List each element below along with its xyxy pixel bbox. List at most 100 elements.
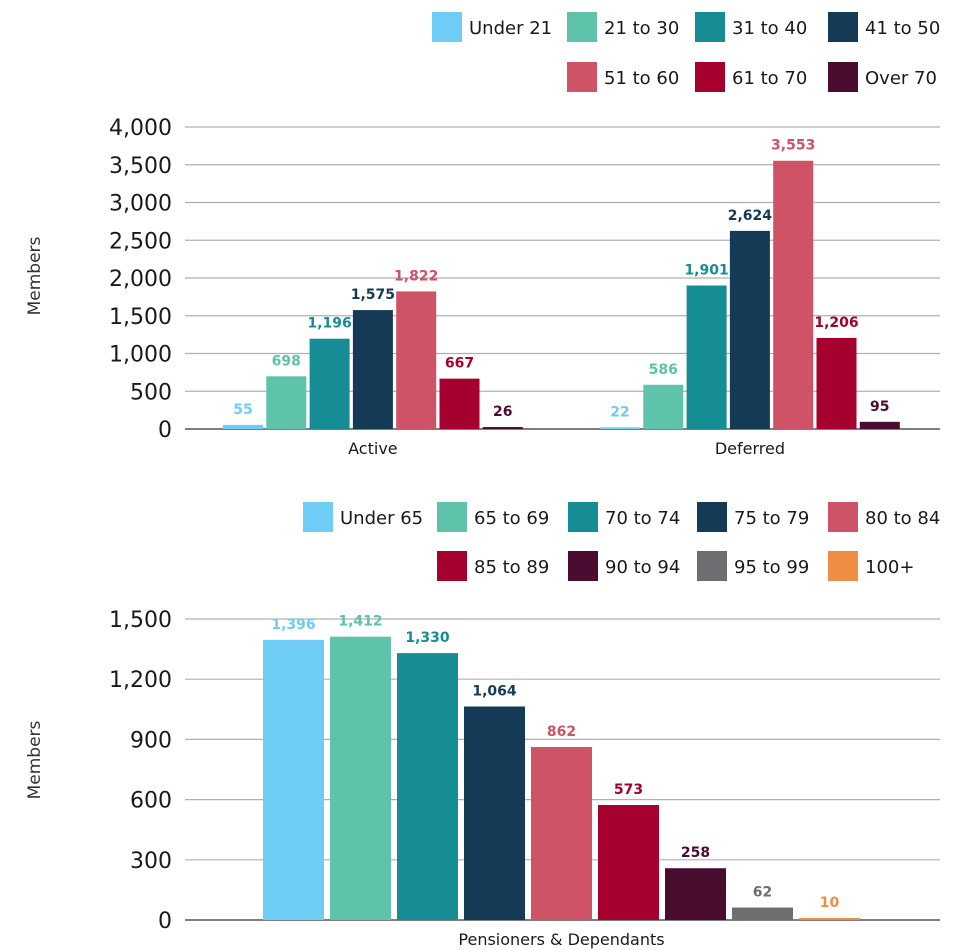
y-tick-label: 900 xyxy=(130,728,172,753)
bar-active-41-to-50 xyxy=(352,310,393,429)
legend-swatch-100 xyxy=(828,551,858,581)
legend-label: 85 to 89 xyxy=(474,557,549,578)
data-label: 586 xyxy=(649,362,678,378)
bar-deferred-31-to-40 xyxy=(686,285,727,429)
bar-pensioners-dependants-under-65 xyxy=(263,639,324,920)
legend-label: 95 to 99 xyxy=(734,557,809,578)
legend-swatch-70-to-74 xyxy=(568,502,598,532)
data-label: 1,396 xyxy=(271,617,315,633)
legend-label: 41 to 50 xyxy=(865,18,940,39)
y-tick-label: 1,200 xyxy=(109,668,172,693)
data-label: 22 xyxy=(610,404,629,420)
legend-swatch-80-to-84 xyxy=(828,502,858,532)
bar-active-over-70 xyxy=(482,427,523,429)
y-axis-label: Members xyxy=(25,236,45,315)
legend-swatch-31-to-40 xyxy=(695,12,725,42)
legend-label: 65 to 69 xyxy=(474,508,549,529)
legend-label: 75 to 79 xyxy=(734,508,809,529)
data-label: 10 xyxy=(820,895,840,911)
legend-swatch-75-to-79 xyxy=(697,502,727,532)
y-tick-label: 1,500 xyxy=(109,305,172,330)
data-label: 1,206 xyxy=(814,315,858,331)
legend-swatch-61-to-70 xyxy=(695,62,725,92)
legend-swatch-85-to-89 xyxy=(437,551,467,581)
data-label: 3,553 xyxy=(771,138,815,154)
legend-swatch-under-65 xyxy=(303,502,333,532)
y-tick-label: 2,500 xyxy=(109,229,172,254)
bar-active-under-21 xyxy=(223,424,263,429)
bar-deferred-over-70 xyxy=(859,421,900,429)
data-label: 1,196 xyxy=(307,316,351,332)
data-label: 1,901 xyxy=(684,262,728,278)
legend-label: 70 to 74 xyxy=(605,508,680,529)
data-label: 258 xyxy=(681,845,710,861)
bar-pensioners-dependants-85-to-89 xyxy=(598,805,659,920)
data-label: 95 xyxy=(870,399,889,415)
legend-swatch-65-to-69 xyxy=(437,502,467,532)
legend-swatch-41-to-50 xyxy=(828,12,858,42)
legend-swatch-51-to-60 xyxy=(567,62,597,92)
y-axis-label: Members xyxy=(25,720,45,799)
bar-active-31-to-40 xyxy=(309,338,350,429)
y-tick-label: 0 xyxy=(158,909,172,934)
legend-label: 80 to 84 xyxy=(865,508,940,529)
y-tick-label: 1,500 xyxy=(109,608,172,633)
y-tick-label: 1,000 xyxy=(109,343,172,368)
bar-deferred-under-21 xyxy=(600,427,640,429)
data-label: 55 xyxy=(233,402,252,418)
legend-swatch-90-to-94 xyxy=(568,551,598,581)
y-tick-label: 3,000 xyxy=(109,192,172,217)
legend-swatch-21-to-30 xyxy=(567,12,597,42)
legend-swatch-95-to-99 xyxy=(697,551,727,581)
data-label: 1,575 xyxy=(351,287,395,303)
legend-label: 21 to 30 xyxy=(604,18,679,39)
legend-label: Under 21 xyxy=(469,18,552,39)
legend-label: 61 to 70 xyxy=(732,68,807,89)
bar-pensioners-dependants-90-to-94 xyxy=(665,868,726,920)
data-label: 26 xyxy=(493,404,512,420)
y-tick-label: 500 xyxy=(130,380,172,405)
bar-deferred-61-to-70 xyxy=(816,337,857,429)
bar-active-21-to-30 xyxy=(266,376,307,429)
bar-pensioners-dependants-70-to-74 xyxy=(397,653,458,920)
data-label: 1,064 xyxy=(472,683,517,699)
data-label: 862 xyxy=(547,724,576,740)
data-label: 1,330 xyxy=(405,630,450,646)
legend-label: 100+ xyxy=(865,557,914,578)
legend-label: Under 65 xyxy=(340,508,423,529)
bar-deferred-51-to-60 xyxy=(773,160,814,429)
bar-active-61-to-70 xyxy=(439,378,480,429)
bar-pensioners-dependants-100 xyxy=(799,917,860,920)
bar-pensioners-dependants-95-to-99 xyxy=(732,907,793,920)
y-tick-label: 300 xyxy=(130,849,172,874)
data-label: 573 xyxy=(614,782,643,798)
bar-deferred-21-to-30 xyxy=(643,384,684,429)
data-label: 1,822 xyxy=(394,268,438,284)
y-tick-label: 3,500 xyxy=(109,154,172,179)
legend-label: Over 70 xyxy=(865,68,937,89)
bar-pensioners-dependants-65-to-69 xyxy=(330,636,391,920)
y-tick-label: 0 xyxy=(158,418,172,443)
y-tick-label: 600 xyxy=(130,789,172,814)
pensioners-chart: Members 0 300 600 900 1,200 1,500 1,396 1,412 1,… xyxy=(25,502,940,949)
x-category-label: Pensioners & Dependants xyxy=(458,930,664,949)
bar-pensioners-dependants-80-to-84 xyxy=(531,747,592,920)
data-label: 2,624 xyxy=(728,208,773,224)
bar-deferred-41-to-50 xyxy=(729,230,770,429)
legend-label: 31 to 40 xyxy=(732,18,807,39)
x-category-label: Active xyxy=(348,439,398,458)
data-label: 62 xyxy=(753,885,772,901)
data-label: 698 xyxy=(272,353,301,369)
legend-swatch-under-21 xyxy=(432,12,462,42)
data-label: 667 xyxy=(445,356,474,372)
y-tick-label: 2,000 xyxy=(109,267,172,292)
legend-swatch-over-70 xyxy=(828,62,858,92)
x-category-label: Deferred xyxy=(715,439,785,458)
legend-label: 90 to 94 xyxy=(605,557,680,578)
legend-label: 51 to 60 xyxy=(604,68,679,89)
active-deferred-chart: Members 0 500 1,000 1,500 2,000 2,500 3,000 3,5… xyxy=(25,12,940,458)
data-label: 1,412 xyxy=(338,614,382,630)
bar-active-51-to-60 xyxy=(396,291,437,429)
bar-pensioners-dependants-75-to-79 xyxy=(464,706,525,920)
